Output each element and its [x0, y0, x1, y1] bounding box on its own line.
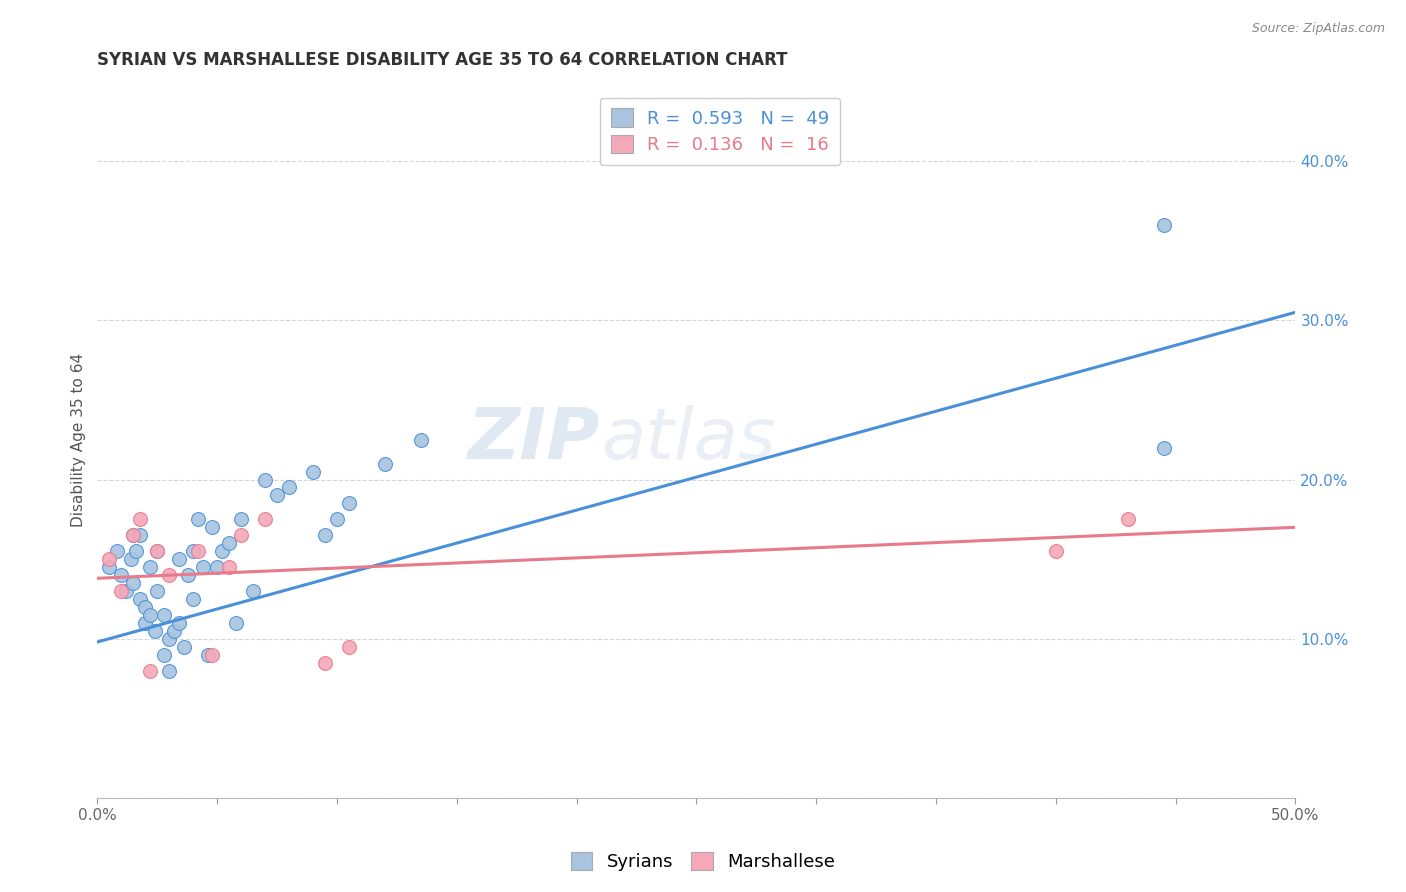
Point [163, 624, 186, 638]
Point [181, 544, 204, 558]
Point [167, 552, 190, 566]
Point [187, 544, 209, 558]
Point [409, 433, 432, 447]
Point [157, 664, 180, 678]
Point [153, 648, 176, 662]
Text: SYRIAN VS MARSHALLESE DISABILITY AGE 35 TO 64 CORRELATION CHART: SYRIAN VS MARSHALLESE DISABILITY AGE 35 … [97, 51, 787, 69]
Point [115, 584, 138, 599]
Point [129, 512, 152, 526]
Point [157, 568, 180, 582]
Point [146, 584, 169, 599]
Point [110, 568, 132, 582]
Point [197, 648, 219, 662]
Point [211, 544, 233, 558]
Point [201, 648, 224, 662]
Point [120, 552, 142, 566]
Y-axis label: Disability Age 35 to 64: Disability Age 35 to 64 [72, 352, 86, 527]
Point [122, 528, 145, 542]
Point [98, 552, 121, 566]
Point [122, 576, 145, 591]
Point [122, 528, 145, 542]
Point [143, 624, 166, 638]
Point [229, 528, 252, 542]
Point [129, 528, 152, 542]
Point [266, 488, 288, 502]
Text: ZIP: ZIP [468, 405, 600, 475]
Point [218, 536, 240, 550]
Point [205, 560, 228, 574]
Point [129, 591, 152, 606]
Point [1153, 441, 1175, 455]
Point [1116, 512, 1139, 526]
Point [374, 457, 396, 471]
Point [110, 584, 132, 599]
Point [139, 560, 162, 574]
Point [229, 512, 252, 526]
Point [146, 544, 169, 558]
Point [314, 656, 336, 670]
Point [1153, 218, 1175, 232]
Point [139, 607, 162, 622]
Point [105, 544, 128, 558]
Text: Source: ZipAtlas.com: Source: ZipAtlas.com [1251, 22, 1385, 36]
Point [254, 473, 277, 487]
Text: atlas: atlas [600, 405, 775, 475]
Point [125, 544, 148, 558]
Point [278, 481, 301, 495]
Point [242, 584, 264, 599]
Point [157, 632, 180, 646]
Point [1045, 544, 1067, 558]
Point [326, 512, 349, 526]
Point [254, 512, 277, 526]
Point [181, 591, 204, 606]
Point [218, 560, 240, 574]
Point [139, 664, 162, 678]
Point [134, 599, 156, 614]
Point [191, 560, 214, 574]
Point [134, 615, 156, 630]
Point [173, 640, 195, 654]
Point [146, 544, 169, 558]
Point [98, 560, 121, 574]
Point [225, 615, 247, 630]
Point [302, 465, 325, 479]
Point [177, 568, 200, 582]
Legend: R =  0.593   N =  49, R =  0.136   N =  16: R = 0.593 N = 49, R = 0.136 N = 16 [600, 97, 841, 165]
Point [153, 607, 176, 622]
Legend: Syrians, Marshallese: Syrians, Marshallese [564, 845, 842, 879]
Point [337, 496, 360, 510]
Point [187, 512, 209, 526]
Point [167, 615, 190, 630]
Point [314, 528, 336, 542]
Point [201, 520, 224, 534]
Point [337, 640, 360, 654]
